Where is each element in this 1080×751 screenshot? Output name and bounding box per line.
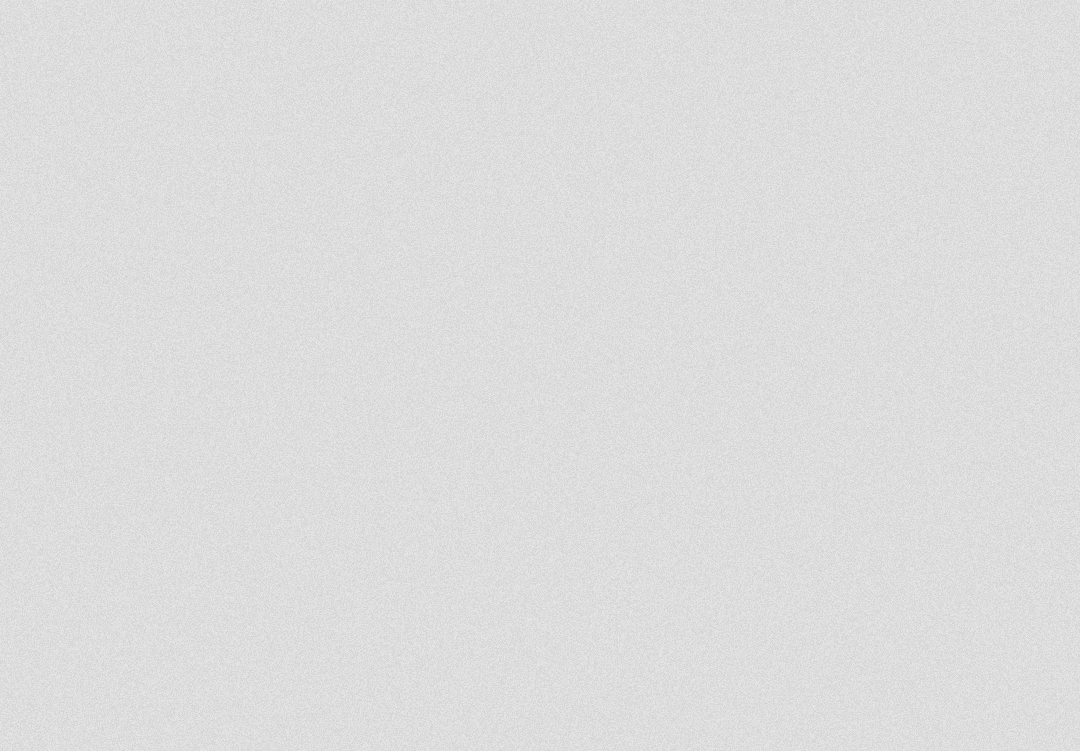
Text: During a time interval of five seconds, a particle: During a time interval of five seconds, …: [65, 95, 802, 123]
Text: C.  2.24: C. 2.24: [108, 511, 226, 540]
Text: (in m/s²) during this time interval is:: (in m/s²) during this time interval is:: [65, 305, 617, 333]
Text: B.  5.13: B. 5.13: [108, 448, 226, 476]
Text: A.  0.45: A. 0.45: [108, 384, 226, 412]
Text: D.  9.8: D. 9.8: [108, 575, 210, 604]
Text: E.  12.3: E. 12.3: [108, 639, 225, 668]
Text: changed its velocity from $\bar{V}_i = (5\hat{i} - 5\hat{j})$ m/s: changed its velocity from $\bar{V}_i = (…: [65, 139, 711, 184]
Text: The magnitude of the particle’s average acceleration: The magnitude of the particle’s average …: [65, 252, 878, 281]
Text: to $\bar{V}_f = (10\hat{i} + 5\hat{j})$ m/s.: to $\bar{V}_f = (10\hat{i} + 5\hat{j})$ …: [65, 192, 382, 237]
